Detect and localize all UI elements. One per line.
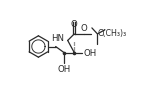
Text: O: O	[81, 24, 87, 33]
Text: OH: OH	[83, 49, 96, 58]
Text: OH: OH	[57, 65, 71, 74]
Text: O: O	[71, 20, 78, 29]
Text: HN: HN	[51, 34, 64, 43]
Text: C(CH₃)₃: C(CH₃)₃	[98, 29, 127, 38]
